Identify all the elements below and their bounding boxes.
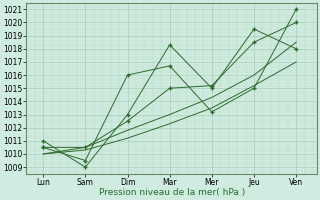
X-axis label: Pression niveau de la mer( hPa ): Pression niveau de la mer( hPa ): [99, 188, 245, 197]
